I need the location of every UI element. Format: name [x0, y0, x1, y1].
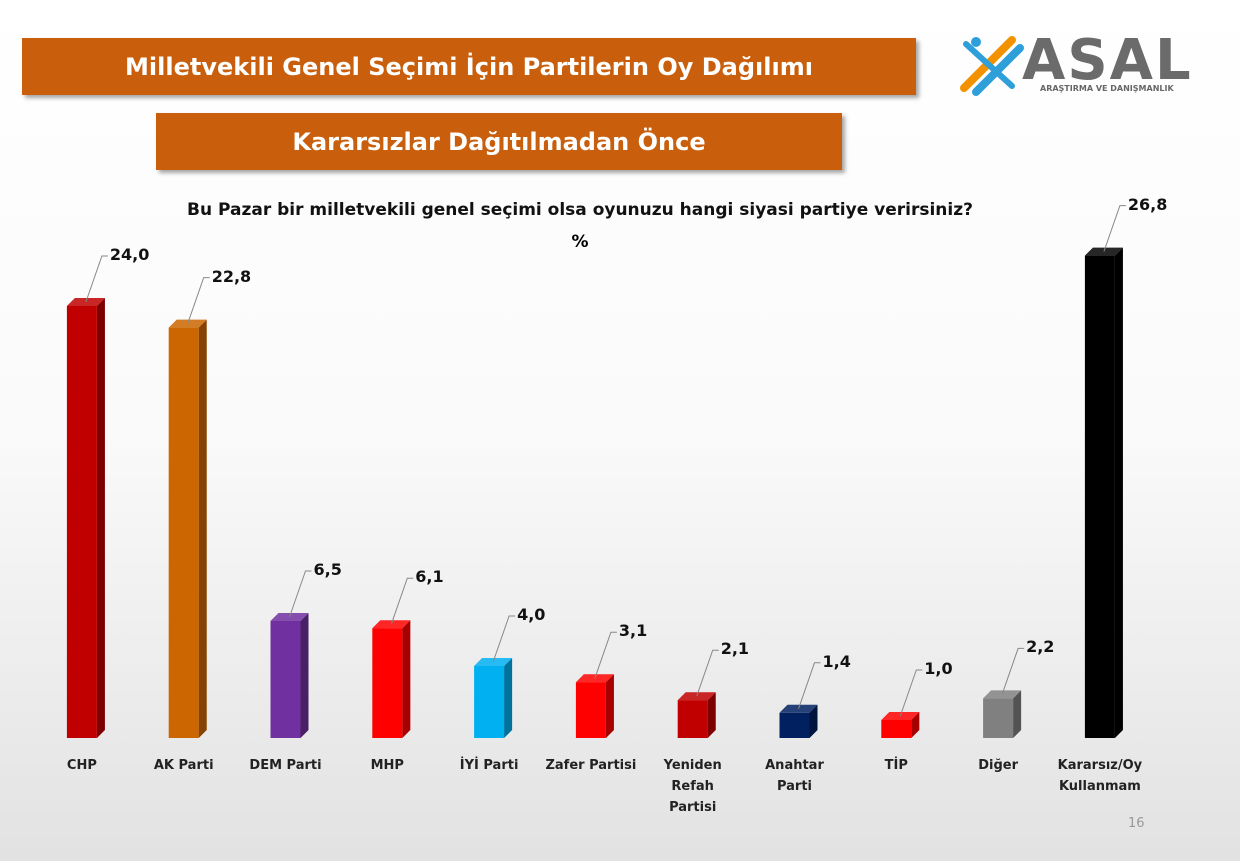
x-tick-label: Anahtar Parti	[765, 758, 824, 794]
bar-side	[707, 692, 716, 738]
bar-side	[96, 298, 105, 738]
bar-side	[504, 658, 513, 738]
value-label: 3,1	[618, 621, 648, 641]
bar-side-shade	[1114, 247, 1123, 738]
bar	[474, 666, 505, 738]
logo-mark	[960, 36, 1024, 96]
bar	[372, 628, 403, 738]
bar-side	[809, 704, 818, 738]
bar-side-shade	[1013, 690, 1022, 738]
x-tick-label: Yeniden Refah Partisi	[663, 758, 722, 815]
leader-line	[85, 255, 108, 303]
value-label: 22,8	[211, 266, 252, 286]
value-label: 4,0	[517, 605, 546, 624]
bar	[168, 327, 199, 738]
value-label: 1,0	[924, 659, 953, 678]
x-tick-label: Kararsız/Oy Kullanmam	[1057, 758, 1143, 794]
x-tick-label: CHP	[66, 758, 97, 773]
value-label: 1,4	[822, 651, 851, 671]
bar-side-shade	[300, 613, 309, 738]
leader-line	[289, 570, 312, 618]
page-number: 16	[1128, 816, 1145, 831]
leader-line	[187, 277, 210, 324]
x-tick-label: MHP	[370, 758, 404, 773]
x-tick-label: AK Parti	[153, 758, 214, 773]
leader-line	[1103, 205, 1126, 252]
logo-tagline: ARAŞTIRMA VE DANIŞMANLIK	[1040, 84, 1174, 93]
bar-top	[474, 658, 513, 666]
bar-side	[605, 674, 614, 738]
bar-side-shade	[96, 298, 105, 738]
leader-line	[1001, 647, 1025, 695]
bar-side-shade	[198, 319, 207, 738]
bar-side	[300, 613, 309, 738]
x-tick-label: Diğer	[978, 758, 1018, 773]
leader-line	[390, 577, 414, 625]
bar	[677, 700, 708, 738]
value-label: 2,2	[1026, 637, 1055, 657]
bar-side-shade	[809, 704, 818, 738]
x-tick-label: İYİ Parti	[459, 758, 519, 773]
value-label: 24,0	[109, 245, 150, 264]
value-label: 2,1	[720, 639, 750, 659]
bar-side-shade	[605, 674, 614, 738]
value-label: 6,5	[313, 560, 342, 579]
bar-side	[402, 620, 411, 738]
bar	[1084, 255, 1115, 738]
x-tick-label: DEM Parti	[249, 758, 322, 773]
bar	[270, 621, 301, 738]
bar-side-shade	[707, 692, 716, 738]
value-label: 26,8	[1127, 194, 1168, 214]
question: Bu Pazar bir milletvekili genel seçimi o…	[187, 200, 973, 220]
bar	[779, 712, 810, 738]
leader-line	[899, 669, 923, 717]
bar-side-shade	[504, 658, 513, 738]
bar	[881, 720, 912, 738]
bar-side-shade	[402, 620, 411, 738]
bar	[66, 306, 97, 738]
title-banner: Milletvekili Genel Seçimi İçin Partileri…	[22, 38, 916, 95]
x-tick-label: Zafer Partisi	[545, 758, 637, 773]
bar-side	[1013, 690, 1022, 738]
subtitle-banner: Kararsızlar Dağıtılmadan Önce	[156, 113, 842, 170]
bar-side	[198, 319, 207, 738]
leader-line	[492, 615, 516, 663]
unit-label: %	[571, 232, 589, 252]
bar	[983, 698, 1014, 738]
bar	[575, 682, 606, 738]
value-label: 6,1	[415, 567, 444, 587]
bar-top-shade	[474, 658, 513, 666]
x-tick-label: TİP	[884, 758, 908, 773]
leader-line	[696, 649, 719, 697]
bar-side	[911, 712, 920, 738]
logo-name: ASAL	[1022, 28, 1193, 93]
chart-subtitle: Kararsızlar Dağıtılmadan Önce	[292, 127, 706, 156]
leader-line	[594, 631, 617, 679]
leader-line	[798, 662, 821, 709]
bar-side-shade	[911, 712, 920, 738]
chart-title: Milletvekili Genel Seçimi İçin Partileri…	[125, 52, 813, 81]
bar-side	[1114, 247, 1123, 738]
